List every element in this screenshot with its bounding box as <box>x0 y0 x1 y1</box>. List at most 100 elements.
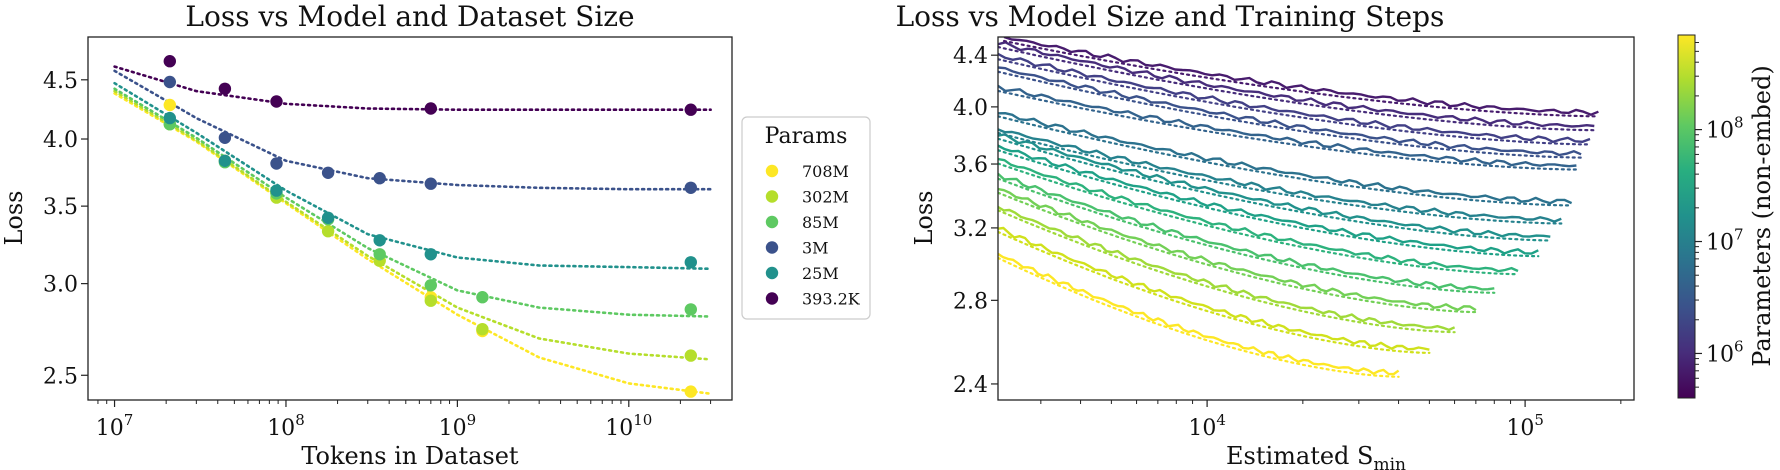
left-y-axis-label: Loss <box>0 190 28 245</box>
data-point-25M <box>270 184 283 197</box>
data-point-85M <box>424 279 437 292</box>
fit-line-25M <box>113 81 712 271</box>
data-point-302M <box>321 225 335 238</box>
fit-curve <box>998 162 1520 276</box>
colorbar-tick-label-1: 107 <box>1706 226 1744 256</box>
data-point-708M <box>163 98 176 112</box>
right-y-tick-label-0: 2.4 <box>953 373 988 398</box>
fit-line-302M <box>113 89 712 361</box>
measured-curve <box>998 128 1562 223</box>
left-x-tick-label-1: 108 <box>267 411 305 441</box>
measured-curve <box>998 52 1591 144</box>
colorbar-tick-label-2-base: 10 <box>1706 119 1734 144</box>
colorbar-tick-label-0-exponent: 6 <box>1734 337 1744 355</box>
legend-marker-3M <box>765 241 779 254</box>
data-point-25M <box>373 234 386 247</box>
right-x-axis-label: Estimated Smin <box>1226 442 1406 470</box>
measured-curve <box>998 66 1582 157</box>
legend-label-25M: 25M <box>802 264 839 283</box>
fit-curve <box>998 230 1431 354</box>
measured-curve <box>998 144 1539 255</box>
fit-curve <box>998 131 1563 225</box>
data-point-3M <box>163 75 176 89</box>
legend: Params 708M 302M 85M 3M 25M 393.2K <box>741 116 871 320</box>
fit-curve <box>998 191 1477 314</box>
legend-marker-393.2K <box>765 292 779 305</box>
colorbar-tick-label-1-base: 10 <box>1706 231 1734 256</box>
left-y-tick-label-3: 4.0 <box>43 128 78 153</box>
right-x-tick-label-1-base: 10 <box>1506 416 1534 441</box>
data-point-3M <box>218 131 232 144</box>
right-y-tick-label-5: 4.4 <box>953 44 988 69</box>
fit-curve <box>998 149 1540 258</box>
legend-label-85M: 85M <box>802 213 839 232</box>
left-y-tick-label-2: 3.5 <box>43 195 78 220</box>
legend-label-3M: 3M <box>802 239 829 258</box>
data-point-25M <box>218 154 232 167</box>
fit-curve <box>998 177 1496 294</box>
data-point-25M <box>163 111 176 125</box>
colorbar-tick-label-0: 106 <box>1706 337 1744 367</box>
measured-curve <box>998 112 1573 205</box>
fit-curve <box>998 89 1578 171</box>
left-x-tick-label-0: 107 <box>96 411 134 441</box>
measured-curve <box>998 41 1595 128</box>
colorbar-gradient <box>1677 34 1696 399</box>
data-point-3M <box>424 177 437 190</box>
fit-curve <box>998 70 1583 159</box>
right-y-axis-label: Loss <box>910 190 938 245</box>
left-x-tick-label-1-exponent: 8 <box>295 411 305 429</box>
measured-curve <box>998 205 1456 332</box>
data-point-25M <box>684 256 697 269</box>
data-point-302M <box>476 323 489 336</box>
left-y-tick-label-4: 4.5 <box>43 69 78 94</box>
legend-items: 708M 302M 85M 3M 25M 393.2K <box>765 162 861 309</box>
data-point-393.2K <box>163 55 176 68</box>
left-x-tick-label-3: 1010 <box>605 411 652 441</box>
left-x-tick-label-2-exponent: 9 <box>467 411 477 429</box>
left-plot-frame <box>87 36 733 401</box>
right-chart: Loss vs Model Size and Training Steps 10… <box>896 0 1635 470</box>
measured-curve <box>998 252 1400 376</box>
data-point-302M <box>684 349 697 362</box>
left-x-tick-label-3-exponent: 10 <box>633 411 652 429</box>
data-point-708M <box>684 385 697 398</box>
measured-curve <box>998 133 1551 238</box>
left-fit-lines <box>113 65 712 395</box>
data-point-3M <box>321 166 335 179</box>
right-x-tick-label-0-base: 10 <box>1188 416 1216 441</box>
colorbar-tick-label-1-exponent: 7 <box>1734 226 1744 244</box>
legend-title: Params <box>765 124 848 149</box>
fit-curve <box>998 115 1573 207</box>
fit-curve <box>998 256 1400 378</box>
measured-curve <box>998 172 1495 291</box>
left-x-axis-label: Tokens in Dataset <box>301 442 519 470</box>
data-point-393.2K <box>218 82 232 96</box>
data-point-3M <box>270 157 283 170</box>
left-chart-title: Loss vs Model and Dataset Size <box>185 0 634 33</box>
left-data-points <box>163 55 697 398</box>
measured-curve <box>998 226 1430 351</box>
left-x-tick-label-1-base: 10 <box>267 416 295 441</box>
left-x-tick-label-3-base: 10 <box>605 416 633 441</box>
data-point-393.2K <box>684 103 697 116</box>
right-curves <box>998 37 1600 378</box>
colorbar-tick-label-2-exponent: 8 <box>1734 114 1744 132</box>
right-x-tick-label-0-exponent: 4 <box>1216 411 1226 429</box>
measured-curve <box>998 157 1519 273</box>
left-x-tick-label-2-base: 10 <box>439 416 467 441</box>
right-y-tick-label-3: 3.6 <box>953 153 988 178</box>
right-x-axis-label-subscript: min <box>1374 455 1407 470</box>
data-point-85M <box>476 291 489 304</box>
fit-curve <box>998 58 1592 146</box>
fit-line-85M <box>113 87 712 318</box>
data-point-3M <box>373 172 386 185</box>
data-point-302M <box>424 294 437 307</box>
right-x-tick-label-1: 105 <box>1506 411 1544 441</box>
right-chart-title: Loss vs Model Size and Training Steps <box>896 0 1445 33</box>
